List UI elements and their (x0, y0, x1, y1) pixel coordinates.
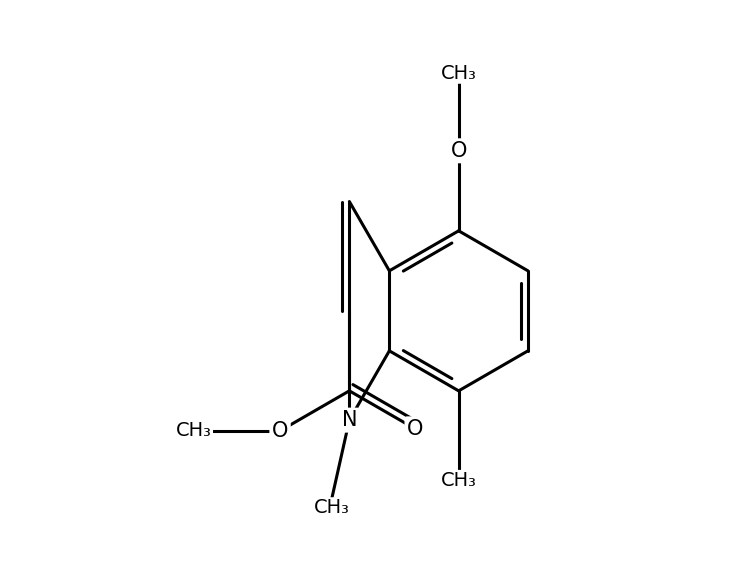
Text: CH₃: CH₃ (441, 471, 477, 490)
Text: CH₃: CH₃ (314, 498, 350, 517)
Text: O: O (272, 421, 289, 441)
Text: O: O (451, 141, 467, 161)
Text: CH₃: CH₃ (441, 64, 477, 83)
Text: O: O (407, 419, 423, 439)
Text: N: N (342, 410, 357, 430)
Text: CH₃: CH₃ (176, 421, 212, 440)
